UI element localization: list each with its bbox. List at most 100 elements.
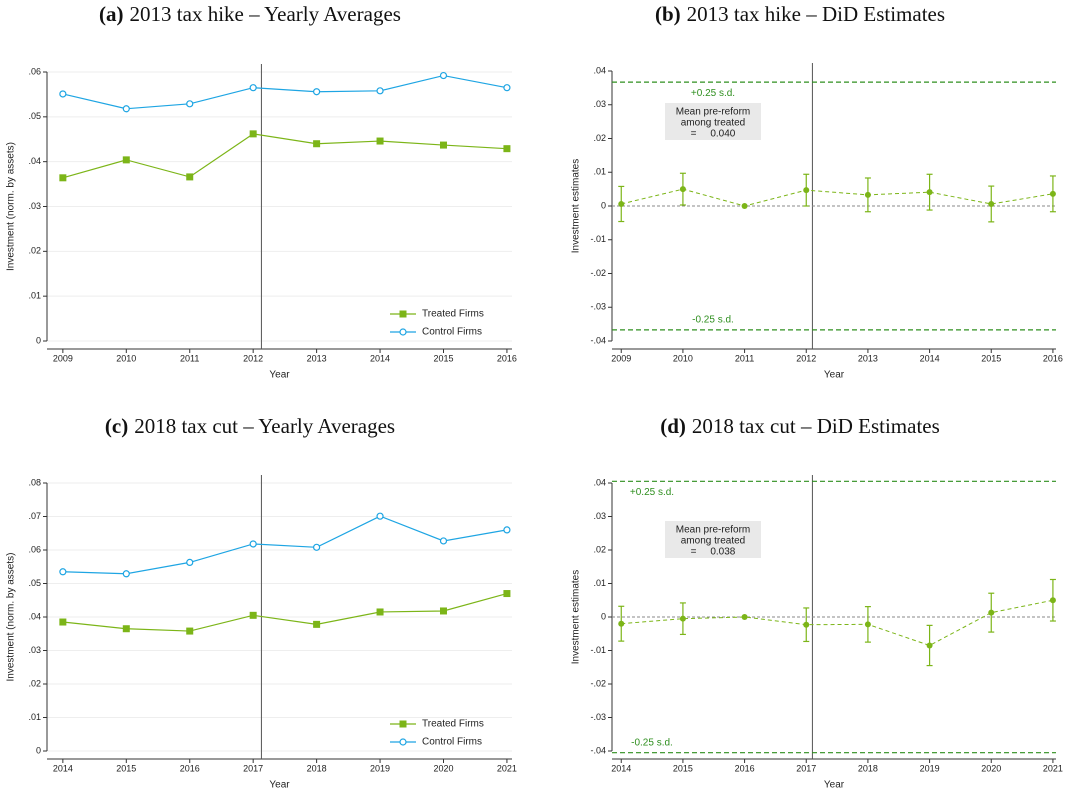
estimate-point <box>1049 190 1056 197</box>
marker <box>59 568 67 576</box>
estimate-point <box>988 200 995 207</box>
y-tick-label: .03 <box>593 511 606 521</box>
x-tick-label: 2012 <box>796 353 816 363</box>
annotation-text: = 0.040 <box>691 129 736 140</box>
y-tick-label: .02 <box>593 544 606 554</box>
legend-label: Treated Firms <box>422 309 484 320</box>
sd-label: +0.25 s.d. <box>630 487 674 498</box>
x-axis-label: Year <box>269 370 290 381</box>
x-tick-label: 2010 <box>116 353 136 363</box>
y-tick-label: .01 <box>28 712 41 722</box>
x-tick-label: 2019 <box>370 763 390 773</box>
y-tick-label: .03 <box>593 99 606 109</box>
x-tick-label: 2011 <box>735 353 754 363</box>
x-tick-label: 2014 <box>370 353 390 363</box>
sd-label: +0.25 s.d. <box>691 88 735 99</box>
x-tick-label: 2016 <box>735 763 755 773</box>
y-tick-label: -.02 <box>590 268 606 278</box>
sd-label: -0.25 s.d. <box>692 315 734 326</box>
annotation-text: among treated <box>681 118 746 129</box>
x-axis-label: Year <box>269 780 290 791</box>
y-axis-label: Investment (norm. by assets) <box>6 142 17 271</box>
marker <box>313 620 321 628</box>
estimate-point <box>926 189 933 196</box>
series-line <box>62 515 508 575</box>
legend-marker <box>399 720 407 728</box>
y-tick-label: .06 <box>28 66 41 76</box>
panel-title: (b) 2013 tax hike – DiD Estimates <box>655 2 945 26</box>
x-tick-label: 2018 <box>307 763 327 773</box>
estimate-line <box>621 188 1054 207</box>
x-tick-label: 2017 <box>796 763 816 773</box>
y-tick-label: .03 <box>28 645 41 655</box>
marker <box>59 618 67 626</box>
sd-label: -0.25 s.d. <box>631 737 673 748</box>
y-tick-label: -.04 <box>590 745 606 755</box>
marker <box>249 130 257 138</box>
y-tick-label: .05 <box>28 578 41 588</box>
x-tick-label: 2021 <box>497 763 517 773</box>
panel-title-text: 2018 tax cut – Yearly Averages <box>134 414 395 438</box>
y-tick-label: .02 <box>593 133 606 143</box>
x-tick-label: 2009 <box>53 353 73 363</box>
legend-marker <box>399 328 407 336</box>
marker <box>313 543 321 551</box>
series-line <box>62 592 508 632</box>
x-tick-label: 2014 <box>611 763 631 773</box>
y-tick-label: .05 <box>28 111 41 121</box>
x-tick-label: 2016 <box>497 353 517 363</box>
y-tick-label: .04 <box>28 156 41 166</box>
x-tick-label: 2014 <box>53 763 73 773</box>
annotation-box <box>665 521 761 558</box>
x-tick-label: 2011 <box>180 353 199 363</box>
panel-label: (a) <box>99 2 124 26</box>
marker <box>439 537 448 545</box>
x-tick-label: 2014 <box>920 353 940 363</box>
estimate-point <box>741 203 748 209</box>
marker <box>122 156 130 164</box>
marker <box>122 570 130 578</box>
marker <box>249 540 257 548</box>
marker <box>376 608 384 616</box>
marker <box>249 84 257 92</box>
annotation-box <box>665 103 761 140</box>
y-tick-label: 0 <box>601 611 606 621</box>
y-tick-label: .08 <box>28 477 41 487</box>
x-tick-label: 2015 <box>673 763 693 773</box>
y-tick-label: -.03 <box>590 302 606 312</box>
y-tick-label: .02 <box>28 678 41 688</box>
panel-title-text: 2018 tax cut – DiD Estimates <box>692 414 940 438</box>
marker <box>503 145 511 153</box>
estimate-point <box>988 609 995 616</box>
y-tick-label: .01 <box>593 167 606 177</box>
marker <box>186 100 194 108</box>
x-tick-label: 2013 <box>858 353 878 363</box>
legend-marker <box>399 310 407 318</box>
estimate-point <box>679 186 686 193</box>
estimate-point <box>679 615 686 622</box>
marker <box>376 512 384 520</box>
estimate-point <box>864 191 871 198</box>
y-tick-label: .03 <box>28 201 41 211</box>
y-tick-label: -.01 <box>590 645 606 655</box>
panel-title: (d) 2018 tax cut – DiD Estimates <box>660 414 940 438</box>
x-tick-label: 2010 <box>673 353 693 363</box>
x-tick-label: 2021 <box>1043 763 1063 773</box>
x-axis-label: Year <box>824 370 845 381</box>
marker <box>186 558 194 566</box>
marker <box>59 90 67 98</box>
annotation-text: among treated <box>681 536 746 547</box>
estimate-point <box>864 621 871 628</box>
marker <box>313 88 321 96</box>
marker <box>249 611 257 619</box>
estimate-line <box>621 599 1054 647</box>
y-tick-label: -.03 <box>590 712 606 722</box>
estimate-point <box>1049 597 1056 604</box>
marker <box>313 140 321 148</box>
x-tick-label: 2015 <box>981 353 1001 363</box>
panel-title: (c) 2018 tax cut – Yearly Averages <box>105 414 395 438</box>
annotation-text: Mean pre-reform <box>676 107 750 118</box>
marker <box>503 84 511 92</box>
legend-marker <box>399 738 407 746</box>
